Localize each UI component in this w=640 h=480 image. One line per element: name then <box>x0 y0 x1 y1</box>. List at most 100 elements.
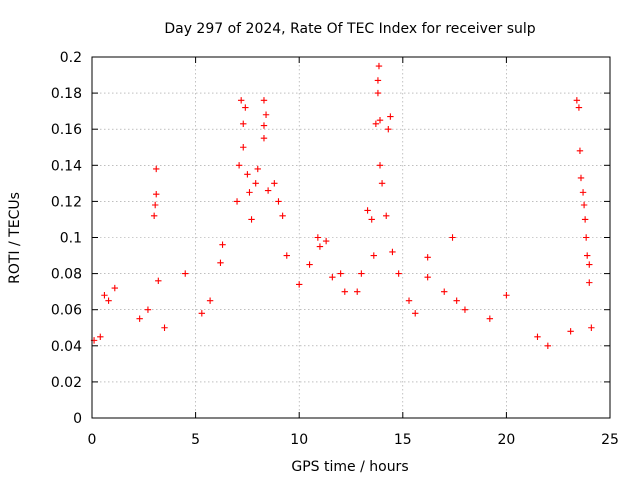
data-point <box>575 104 583 111</box>
data-point <box>254 165 261 173</box>
data-point <box>584 252 591 259</box>
data-point <box>588 324 595 331</box>
data-point <box>374 89 382 97</box>
data-point <box>182 270 189 277</box>
data-point <box>296 281 303 288</box>
y-tick-label: 0.14 <box>51 158 82 174</box>
data-point <box>337 270 344 277</box>
data-point <box>329 274 336 281</box>
data-point <box>579 189 587 196</box>
y-tick-label: 0 <box>73 411 82 427</box>
data-point <box>370 252 377 259</box>
data-point <box>233 198 241 205</box>
data-point <box>279 212 286 220</box>
data-point <box>244 171 251 178</box>
chart-title: Day 297 of 2024, Rate Of TEC Index for r… <box>164 21 535 37</box>
data-point <box>219 241 226 248</box>
data-point <box>316 243 324 250</box>
data-point <box>97 333 104 340</box>
data-point <box>573 97 581 104</box>
gridlines <box>92 57 610 418</box>
data-point <box>151 201 159 209</box>
data-point <box>283 252 290 259</box>
data-point <box>240 144 247 151</box>
data-point <box>577 174 585 182</box>
data-point <box>206 297 214 304</box>
data-point <box>378 180 386 187</box>
data-point <box>405 297 413 304</box>
axis-ticks: 0 5 10 15 20 25 0 0.02 0.04 0.06 0.08 0.1 0.12 0.14 0.… <box>51 50 619 448</box>
data-point <box>544 342 552 349</box>
data-point <box>240 120 247 127</box>
data-point <box>453 297 460 304</box>
x-tick-label: 15 <box>394 432 412 448</box>
data-point <box>111 284 118 292</box>
data-point <box>364 207 371 214</box>
data-point <box>260 135 268 142</box>
y-tick-label: 0.2 <box>60 50 82 66</box>
data-point <box>136 315 143 322</box>
data-point <box>376 162 384 169</box>
y-tick-label: 0.08 <box>51 267 82 283</box>
data-point <box>383 212 390 220</box>
data-point <box>260 97 268 104</box>
data-point <box>395 270 402 277</box>
data-point <box>105 297 112 304</box>
data-point <box>260 122 268 129</box>
data-point <box>582 234 590 241</box>
data-point <box>358 270 365 277</box>
data-point <box>586 261 593 268</box>
data-point <box>486 315 494 322</box>
data-point <box>271 180 278 187</box>
data-point <box>153 165 160 173</box>
x-tick-label: 25 <box>601 432 619 448</box>
data-point <box>374 77 382 84</box>
y-tick-label: 0.16 <box>51 122 82 138</box>
data-point <box>153 190 160 198</box>
data-point <box>461 306 469 313</box>
data-point <box>322 237 330 245</box>
data-point <box>155 277 162 285</box>
data-point <box>235 162 243 169</box>
data-point <box>424 254 431 261</box>
data-point <box>368 216 375 223</box>
data-point <box>580 201 588 209</box>
data-point <box>389 248 396 256</box>
data-point <box>581 216 589 223</box>
y-axis-label: ROTI / TECUs <box>7 192 23 284</box>
data-point <box>150 212 158 220</box>
data-point <box>449 234 456 241</box>
data-point <box>144 306 152 313</box>
data-point <box>262 111 270 118</box>
data-point <box>372 120 380 127</box>
data-point <box>375 62 383 70</box>
data-point <box>385 126 392 133</box>
data-point <box>576 147 584 155</box>
y-tick-label: 0.06 <box>51 303 82 319</box>
data-point <box>264 187 272 194</box>
data-point <box>567 328 574 335</box>
data-point <box>248 216 255 223</box>
y-tick-label: 0.02 <box>51 375 82 391</box>
data-point <box>242 104 249 111</box>
data-point <box>306 261 313 268</box>
data-point <box>217 259 224 266</box>
data-point <box>341 288 348 295</box>
y-tick-label: 0.12 <box>51 194 82 210</box>
data-point <box>387 113 394 120</box>
data-point <box>198 310 206 317</box>
data-point <box>101 292 108 299</box>
data-point <box>441 288 448 295</box>
x-tick-label: 20 <box>497 432 515 448</box>
data-point <box>161 324 168 331</box>
data-point <box>376 116 384 124</box>
x-tick-label: 5 <box>191 432 200 448</box>
data-point <box>246 189 253 196</box>
data-point <box>354 288 361 295</box>
data-points <box>90 62 595 349</box>
x-tick-label: 10 <box>290 432 308 448</box>
data-point <box>424 274 431 281</box>
y-tick-label: 0.18 <box>51 86 82 102</box>
data-point <box>314 234 322 241</box>
